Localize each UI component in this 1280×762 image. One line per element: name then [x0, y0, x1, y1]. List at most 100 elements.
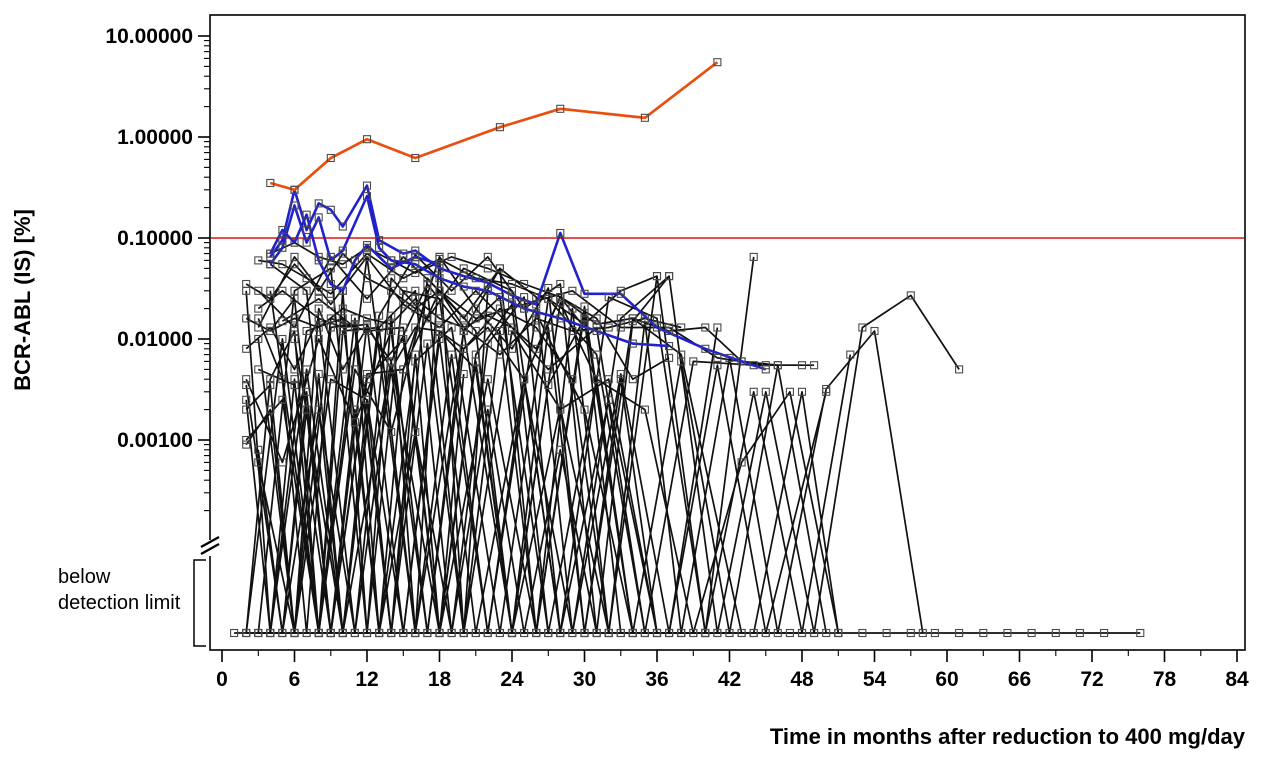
data-marker — [362, 135, 372, 144]
data-marker — [411, 153, 420, 163]
data-marker — [387, 274, 396, 283]
series-pt-14 — [257, 267, 707, 634]
data-marker — [411, 628, 420, 638]
data-marker — [362, 369, 372, 379]
data-marker — [532, 300, 541, 309]
data-marker — [290, 380, 299, 390]
data-marker — [338, 246, 347, 255]
data-marker — [785, 387, 794, 396]
data-marker — [930, 628, 939, 638]
data-marker — [254, 304, 263, 313]
data-marker — [979, 628, 988, 638]
data-marker — [362, 314, 372, 323]
x-tick-label: 30 — [573, 668, 596, 691]
data-marker — [471, 326, 480, 336]
series-pt-15 — [245, 289, 658, 634]
data-marker — [387, 427, 396, 437]
data-marker — [689, 357, 698, 366]
data-marker — [459, 314, 468, 323]
data-marker — [556, 228, 565, 238]
data-marker — [459, 344, 468, 353]
data-marker — [435, 294, 444, 303]
data-marker — [483, 405, 492, 414]
data-marker — [326, 205, 335, 214]
data-marker — [423, 286, 432, 295]
y-axis-title: BCR-ABL (IS) [%] — [10, 209, 35, 391]
data-marker — [266, 260, 275, 269]
data-marker — [314, 334, 323, 344]
data-marker — [266, 405, 275, 414]
data-marker — [749, 361, 758, 370]
data-marker — [399, 365, 408, 374]
data-marker — [544, 380, 553, 390]
data-marker — [266, 286, 275, 295]
data-marker — [242, 440, 251, 449]
data-marker — [447, 286, 456, 295]
data-marker — [254, 628, 263, 638]
series-pt-20 — [257, 326, 586, 634]
data-marker — [592, 350, 601, 359]
data-marker — [713, 353, 722, 362]
data-marker — [459, 282, 468, 291]
data-marker — [749, 628, 758, 638]
data-marker — [266, 375, 275, 384]
data-marker — [520, 375, 529, 384]
data-marker — [290, 314, 299, 323]
data-marker — [326, 256, 335, 265]
data-marker — [302, 274, 311, 283]
data-marker — [785, 628, 794, 638]
data-marker — [749, 387, 758, 396]
data-marker — [278, 458, 287, 467]
data-marker — [350, 256, 359, 265]
y-tick-label: 1.00000 — [117, 126, 193, 149]
data-marker — [447, 252, 456, 261]
data-marker — [350, 628, 359, 638]
data-marker — [520, 304, 529, 313]
data-marker — [556, 279, 565, 289]
data-marker — [350, 405, 359, 414]
data-marker — [580, 302, 589, 311]
data-marker — [495, 123, 504, 132]
x-tick-label: 84 — [1225, 668, 1249, 691]
data-marker — [242, 380, 251, 390]
data-marker — [652, 272, 662, 281]
data-marker — [713, 58, 722, 67]
data-marker — [822, 628, 831, 638]
data-marker — [338, 222, 347, 231]
data-marker — [797, 628, 807, 638]
data-marker — [326, 279, 335, 289]
data-marker — [810, 628, 819, 638]
data-marker — [290, 286, 299, 295]
data-marker — [483, 375, 492, 384]
data-marker — [266, 380, 275, 390]
data-marker — [411, 350, 420, 359]
y-tick-label: 0.10000 — [117, 227, 193, 250]
data-marker — [459, 326, 468, 336]
data-marker — [302, 210, 311, 219]
x-tick-label: 12 — [355, 668, 378, 691]
data-marker — [749, 252, 758, 261]
data-marker — [266, 628, 275, 638]
data-marker — [411, 304, 420, 313]
y-tick-label: 0.01000 — [117, 328, 193, 351]
data-marker — [568, 375, 577, 384]
data-marker — [387, 320, 396, 329]
data-marker — [375, 323, 384, 332]
x-tick-label: 66 — [1008, 668, 1031, 691]
data-marker — [399, 628, 408, 638]
data-marker — [918, 628, 927, 638]
data-marker — [665, 628, 674, 638]
data-marker — [761, 387, 770, 396]
data-marker — [350, 314, 359, 323]
data-marker — [290, 185, 299, 194]
data-marker — [242, 628, 251, 638]
plot-frame — [209, 14, 1246, 651]
data-marker — [314, 304, 323, 313]
data-marker — [773, 628, 782, 638]
data-marker — [266, 323, 275, 332]
data-marker — [640, 113, 649, 122]
data-marker — [955, 365, 964, 374]
data-marker — [387, 365, 396, 374]
data-marker — [665, 272, 674, 281]
data-marker — [713, 628, 722, 638]
